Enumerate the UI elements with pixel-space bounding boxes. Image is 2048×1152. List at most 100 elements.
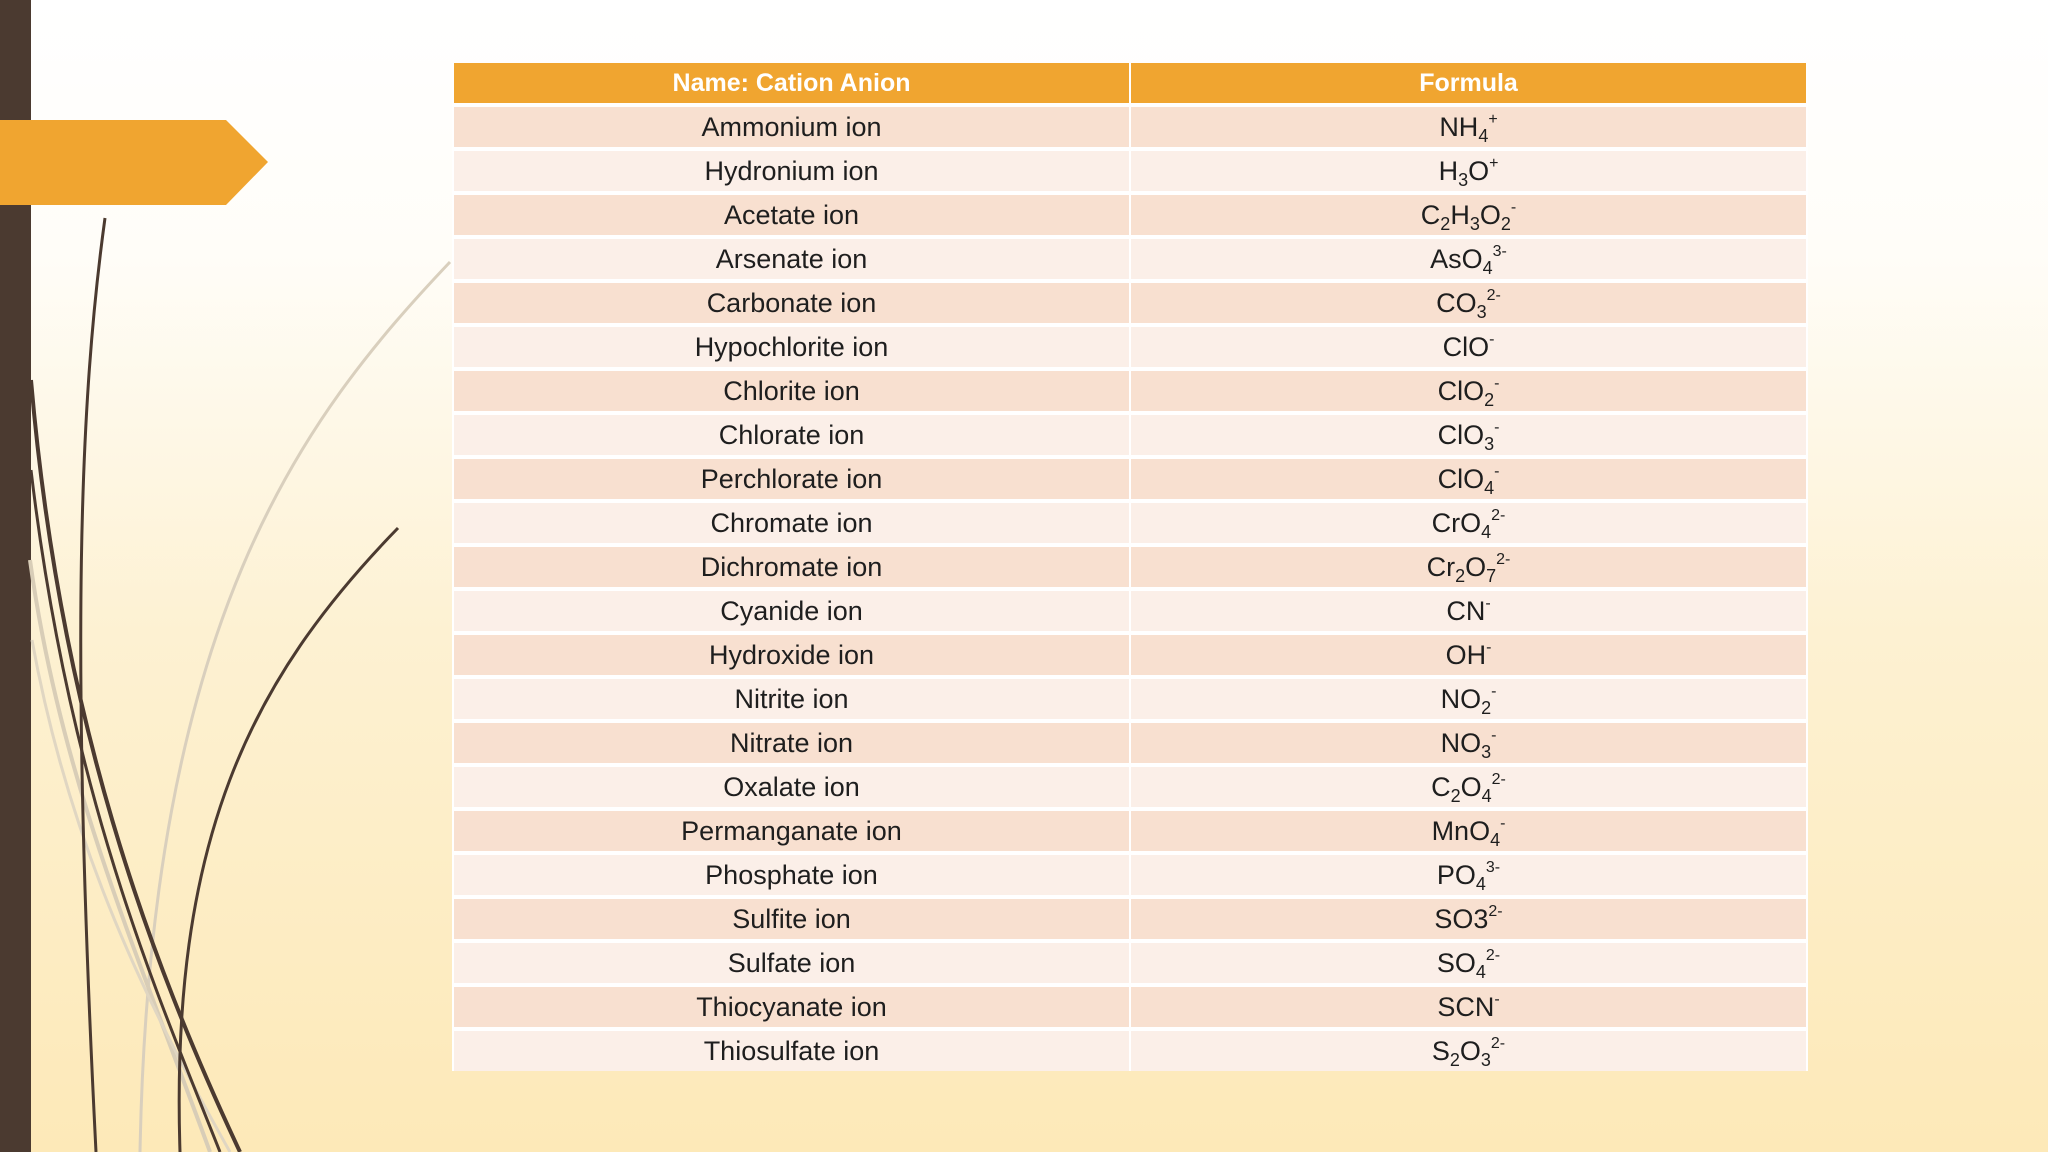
formula-symbol: NO — [1440, 727, 1482, 758]
formula-symbol: SO — [1436, 947, 1476, 978]
table-row: Thiosulfate ion S2O32- — [452, 1027, 1808, 1071]
ion-name-cell: Nitrite ion — [452, 675, 1131, 721]
formula-symbol: NO — [1440, 683, 1482, 714]
formula-symbol: MnO — [1431, 815, 1491, 846]
table-row: Chlorate ion ClO3- — [452, 411, 1808, 457]
ion-name-cell: Acetate ion — [452, 191, 1131, 237]
formula-subscript: 3 — [1469, 213, 1480, 234]
table-row: Dichromate ion Cr2O72- — [452, 543, 1808, 589]
ion-formula-cell: OH- — [1129, 631, 1808, 677]
formula-symbol: NH — [1439, 111, 1479, 142]
formula-charge: - — [1494, 462, 1500, 480]
formula-charge: 2- — [1485, 946, 1501, 964]
ion-formula-cell: CO32- — [1129, 279, 1808, 325]
table-body: Ammonium ion NH4+ Hydronium ion H3O+ Acetate… — [452, 103, 1808, 1071]
ion-name-cell: Hypochlorite ion — [452, 323, 1131, 369]
formula-symbol: SCN — [1437, 991, 1495, 1022]
formula-symbol: O — [1468, 155, 1490, 186]
formula-symbol: SO3 — [1434, 903, 1489, 934]
formula-symbol: O — [1465, 551, 1487, 582]
formula-charge: 2- — [1488, 902, 1503, 920]
ion-formula-cell: Cr2O72- — [1129, 543, 1808, 589]
table-row: Chromate ion CrO42- — [452, 499, 1808, 545]
table-row: Sulfate ion SO42- — [452, 939, 1808, 985]
formula-symbol: AsO — [1430, 243, 1483, 274]
ion-formula-cell: NO3- — [1129, 719, 1808, 765]
ion-formula-cell: ClO4- — [1129, 455, 1808, 501]
formula-subscript: 4 — [1481, 785, 1492, 806]
ion-formula-cell: ClO- — [1129, 323, 1808, 369]
ion-formula-cell: ClO3- — [1129, 411, 1808, 457]
ion-name-cell: Chlorite ion — [452, 367, 1131, 413]
ion-formula-cell: CN- — [1129, 587, 1808, 633]
formula-column-header: Formula — [1129, 63, 1808, 106]
formula-symbol: H — [1438, 155, 1459, 186]
ion-formula-cell: MnO4- — [1129, 807, 1808, 853]
formula-symbol: Cr — [1426, 551, 1456, 582]
ion-name-cell: Arsenate ion — [452, 235, 1131, 281]
ion-formula-cell: AsO43- — [1129, 235, 1808, 281]
formula-charge: 3- — [1485, 858, 1501, 876]
ion-name-cell: Hydronium ion — [452, 147, 1131, 193]
formula-subscript: 7 — [1486, 565, 1497, 586]
ion-name-cell: Thiosulfate ion — [452, 1027, 1131, 1071]
formula-charge: - — [1485, 594, 1491, 612]
ion-formula-cell: CrO42- — [1129, 499, 1808, 545]
ion-name-cell: Nitrate ion — [452, 719, 1131, 765]
ion-formula-cell: SCN- — [1129, 983, 1808, 1029]
formula-subscript: 2 — [1455, 565, 1466, 586]
ion-name-cell: Oxalate ion — [452, 763, 1131, 809]
formula-charge: - — [1500, 814, 1506, 832]
decorative-grass-strokes — [28, 217, 452, 1152]
ion-name-cell: Cyanide ion — [452, 587, 1131, 633]
ion-name-cell: Dichromate ion — [452, 543, 1131, 589]
ion-name-cell: Ammonium ion — [452, 103, 1131, 149]
formula-subscript: 2 — [1450, 785, 1461, 806]
formula-charge: 2- — [1486, 286, 1501, 304]
formula-subscript: 3 — [1480, 1049, 1491, 1070]
formula-subscript: 4 — [1482, 257, 1493, 278]
ion-formula-cell: C2O42- — [1129, 763, 1808, 809]
table-row: Thiocyanate ion SCN- — [452, 983, 1808, 1029]
formula-subscript: 4 — [1481, 521, 1492, 542]
ion-name-cell: Phosphate ion — [452, 851, 1131, 897]
formula-charge: - — [1491, 682, 1497, 700]
ion-name-cell: Sulfate ion — [452, 939, 1131, 985]
formula-symbol: O — [1460, 771, 1482, 802]
formula-subscript: 2 — [1484, 389, 1495, 410]
table-row: Nitrite ion NO2- — [452, 675, 1808, 721]
formula-symbol: C — [1431, 771, 1451, 802]
table-row: Cyanide ion CN- — [452, 587, 1808, 633]
arrow-tab-decoration — [0, 120, 268, 205]
table-row: Hypochlorite ion ClO- — [452, 323, 1808, 369]
formula-charge: - — [1486, 638, 1492, 656]
ion-formula-cell: H3O+ — [1129, 147, 1808, 193]
formula-charge: 2- — [1491, 506, 1506, 524]
formula-symbol: O — [1479, 199, 1501, 230]
ion-formula-cell: NO2- — [1129, 675, 1808, 721]
name-column-header: Name: Cation Anion — [452, 63, 1131, 106]
formula-symbol: O — [1459, 1035, 1481, 1066]
formula-symbol: ClO — [1437, 463, 1485, 494]
table-row: Sulfite ion SO32- — [452, 895, 1808, 941]
ion-name-cell: Permanganate ion — [452, 807, 1131, 853]
formula-charge: - — [1494, 990, 1500, 1008]
formula-symbol: C — [1420, 199, 1441, 230]
table-row: Chlorite ion ClO2- — [452, 367, 1808, 413]
table-row: Hydronium ion H3O+ — [452, 147, 1808, 193]
formula-symbol: ClO — [1442, 331, 1490, 362]
formula-charge: 2- — [1491, 770, 1506, 788]
ion-formula-table: Name: Cation Anion Formula Ammonium ion N… — [452, 63, 1808, 1071]
formula-subscript: 2 — [1500, 213, 1511, 234]
formula-symbol: PO — [1436, 859, 1476, 890]
formula-subscript: 4 — [1490, 829, 1501, 850]
table-row: Nitrate ion NO3- — [452, 719, 1808, 765]
table-row: Acetate ion C2H3O2- — [452, 191, 1808, 237]
ion-name-cell: Chromate ion — [452, 499, 1131, 545]
table-row: Ammonium ion NH4+ — [452, 103, 1808, 149]
formula-charge: - — [1491, 726, 1497, 744]
formula-symbol: CN — [1446, 595, 1486, 626]
formula-subscript: 4 — [1475, 961, 1486, 982]
formula-charge: - — [1494, 418, 1500, 436]
ion-name-cell: Carbonate ion — [452, 279, 1131, 325]
